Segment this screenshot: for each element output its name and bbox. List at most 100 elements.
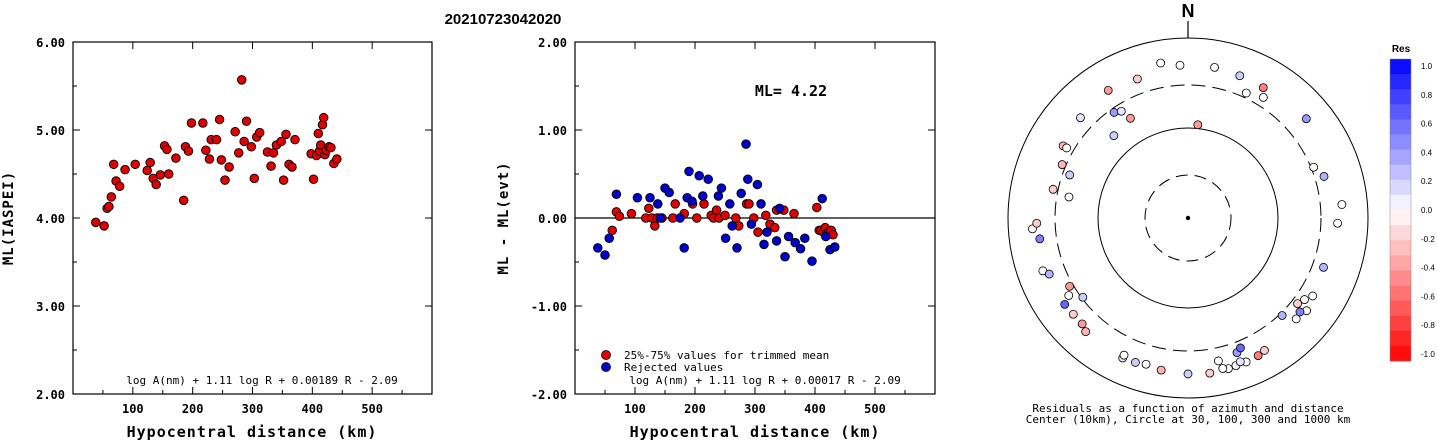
colorbar-tick-label: -1.0	[1421, 350, 1435, 359]
station-point	[1253, 351, 1263, 361]
rejected-point	[664, 187, 674, 198]
trimmed-point	[278, 175, 289, 185]
colorbar-cell	[1390, 194, 1411, 211]
colorbar-cell	[1390, 270, 1411, 286]
station-point	[1141, 359, 1151, 369]
trimmed-point	[204, 154, 215, 164]
colorbar-cell	[1390, 330, 1411, 347]
trimmed-point	[224, 162, 234, 172]
station-point	[1319, 262, 1328, 272]
legend-marker-rejected	[601, 362, 611, 372]
station-point	[1205, 368, 1215, 378]
center-point	[1185, 215, 1191, 221]
trimmed-point	[287, 162, 297, 172]
legend-marker-trimmed	[601, 350, 611, 360]
rejected-point	[746, 219, 757, 229]
trimmed-point	[106, 192, 117, 202]
trimmed-point	[614, 211, 625, 221]
trimmed-point	[744, 199, 754, 209]
trimmed-point	[99, 221, 109, 231]
trimmed-point	[326, 142, 336, 153]
plot-frame	[72, 41, 433, 395]
colorbar-cells	[1389, 58, 1412, 362]
station-point	[1309, 162, 1319, 172]
rejected-point	[780, 251, 790, 262]
trimmed-point	[214, 114, 225, 125]
colorbar-tick-label: 0.8	[1421, 91, 1433, 100]
station-point	[1319, 172, 1329, 181]
rejected-point	[611, 189, 622, 199]
trimmed-point	[162, 144, 172, 155]
rejected-point	[817, 193, 827, 204]
rejected-point	[703, 174, 713, 185]
trimmed-point	[130, 159, 140, 170]
station-point	[1260, 346, 1269, 355]
trimmed-point	[699, 199, 709, 209]
ml-points	[90, 75, 342, 231]
rejected-point	[675, 213, 685, 223]
rejected-point	[632, 193, 643, 203]
colorbar-cell	[1390, 345, 1411, 362]
station-point	[1293, 299, 1302, 308]
trimmed-point	[145, 157, 155, 168]
ring-300km	[1054, 84, 1322, 352]
station-point	[1308, 291, 1318, 301]
trimmed-point	[198, 118, 208, 128]
trimmed-point	[266, 161, 276, 171]
station-point	[1126, 113, 1135, 123]
rejected-point	[698, 191, 708, 201]
north-label: N	[1182, 1, 1195, 21]
y-axis-label: ML(IASPEI)	[1, 171, 17, 265]
y-axis-label: ML - ML(evt)	[496, 161, 512, 274]
station-point	[1301, 114, 1311, 124]
trimmed-point	[254, 127, 265, 138]
y-tick-label: 4.00	[36, 212, 65, 226]
legend: 25%-75% values for trimmed mean Rejected…	[601, 349, 829, 374]
colorbar-cell	[1390, 119, 1411, 135]
rejected-point	[713, 191, 724, 201]
colorbar-cell	[1390, 164, 1411, 181]
rejected-point	[795, 244, 806, 254]
colorbar-cell	[1390, 210, 1411, 226]
trimmed-point	[332, 154, 342, 164]
rejected-point	[741, 139, 751, 149]
trimmed-point	[731, 213, 741, 223]
trimmed-point	[171, 153, 181, 163]
station-point	[1103, 85, 1113, 95]
colorbar-cell	[1390, 104, 1411, 120]
station-point	[1076, 113, 1085, 123]
rejected-point	[720, 233, 731, 243]
station-point	[1065, 170, 1075, 180]
trimmed-point	[626, 208, 637, 219]
station-point	[1156, 365, 1166, 375]
colorbar-tick-label: 0.6	[1421, 120, 1433, 129]
x-tick-label: 100	[122, 402, 144, 416]
trimmed-point	[650, 221, 660, 231]
colorbar-ticks: 1.0 0.8 0.6 0.4 0.2 0.0 -0.2 -0.4 -0.6 -0.8 -1.0	[1421, 62, 1435, 359]
x-tick-label: 200	[684, 402, 706, 416]
station-point	[1078, 292, 1088, 302]
x-axis-ticks: 100 200 300 400 500	[604, 42, 906, 416]
trimmed-point	[236, 75, 247, 85]
station-point	[1258, 92, 1268, 102]
trimmed-point	[239, 136, 249, 147]
ring-30km	[1144, 174, 1232, 262]
rejected-point	[821, 231, 831, 242]
trimmed-point	[276, 136, 286, 147]
station-point	[1258, 83, 1268, 93]
trimmed-point	[246, 141, 257, 152]
trimmed-point	[607, 225, 617, 236]
station-point	[1032, 218, 1042, 228]
y-axis-ticks: -2.00 -1.00 0.00 1.00 2.00	[531, 36, 935, 402]
station-point	[1291, 314, 1301, 324]
colorbar-tick-label: 0.0	[1421, 206, 1433, 215]
trimmed-point	[216, 155, 227, 165]
trimmed-point	[308, 174, 319, 185]
station-point	[1132, 74, 1142, 84]
trimmed-point	[120, 164, 130, 175]
polar-title: Residuals as a function of azimuth and d…	[1032, 402, 1343, 415]
rejected-point	[679, 243, 689, 253]
trimmed-point	[290, 134, 300, 145]
rejected-point	[655, 213, 665, 223]
colorbar-title: Res	[1392, 44, 1411, 55]
